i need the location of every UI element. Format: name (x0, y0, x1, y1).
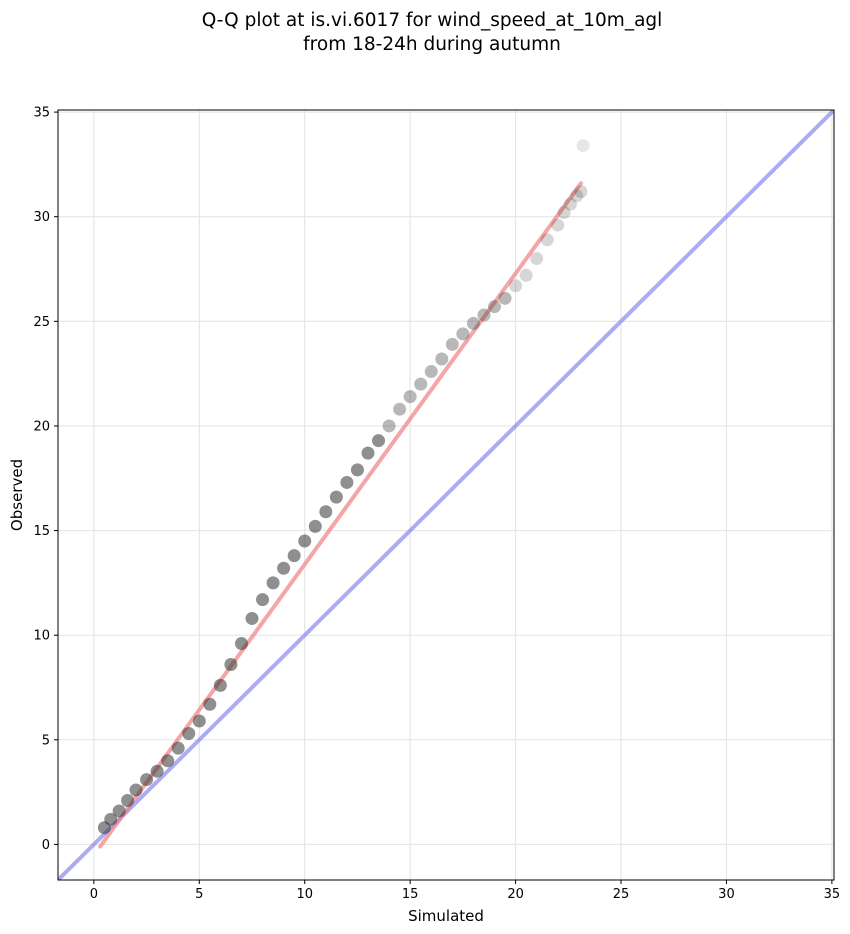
data-point (519, 268, 533, 282)
fit-line-group (98, 181, 583, 849)
data-point (340, 475, 354, 489)
data-point (308, 519, 322, 533)
data-point (557, 206, 571, 220)
data-point (361, 446, 375, 460)
data-point (570, 189, 584, 203)
data-point (104, 812, 118, 826)
x-tick-label-7: 35 (824, 887, 841, 902)
data-point (140, 773, 154, 787)
data-point (245, 611, 259, 625)
y-axis-label: Observed (8, 459, 26, 531)
y-tick-label-1: 5 (42, 733, 50, 748)
chart-title-line2: from 18-24h during autumn (303, 34, 561, 55)
data-point (488, 300, 501, 314)
x-tick-label-5: 25 (613, 887, 630, 902)
x-tick-label-4: 20 (507, 887, 524, 902)
data-point (414, 377, 428, 391)
x-axis-label: Simulated (408, 907, 484, 925)
data-point (203, 697, 217, 711)
data-point (424, 365, 438, 379)
data-point (224, 657, 238, 671)
y-tick-label-6: 30 (33, 210, 50, 225)
y-tick-label-4: 20 (33, 419, 50, 434)
data-point (435, 352, 449, 366)
data-point (350, 463, 364, 477)
data-point (171, 741, 185, 755)
x-ticks: 0 5 10 15 20 25 30 35 (90, 880, 840, 902)
data-point (563, 197, 577, 211)
data-point (112, 804, 126, 818)
data-point (150, 764, 164, 778)
data-point (393, 402, 407, 416)
data-point (287, 549, 301, 563)
fit-line (98, 181, 583, 849)
data-point (277, 561, 291, 575)
y-ticks: 0 5 10 15 20 25 30 35 (33, 106, 58, 853)
x-tick-label-2: 10 (296, 887, 313, 902)
data-point (121, 793, 135, 807)
x-tick-label-0: 0 (90, 887, 98, 902)
data-point (161, 754, 175, 768)
data-point (445, 337, 459, 351)
data-point (466, 316, 480, 330)
identity-line (58, 110, 834, 880)
y-tick-label-3: 15 (33, 524, 50, 539)
data-point (540, 233, 554, 247)
data-point (509, 279, 523, 293)
x-tick-label-1: 5 (195, 887, 203, 902)
data-point (266, 576, 280, 590)
identity-line-group (58, 110, 834, 880)
data-point (129, 783, 143, 797)
data-point (182, 727, 196, 741)
points-group (97, 139, 590, 835)
x-tick-label-3: 15 (402, 887, 419, 902)
y-tick-label-7: 35 (33, 106, 50, 121)
data-point (213, 678, 227, 692)
grid (58, 110, 834, 880)
x-tick-label-6: 30 (718, 887, 735, 902)
data-point (319, 505, 333, 519)
data-point (382, 419, 396, 433)
data-point (298, 534, 312, 548)
y-tick-label-0: 0 (42, 838, 50, 853)
data-point (551, 218, 565, 232)
data-point (574, 185, 588, 199)
data-point (234, 637, 248, 651)
plot-frame (57, 109, 835, 881)
data-point (456, 327, 470, 341)
data-point (329, 490, 343, 504)
data-point (372, 434, 386, 448)
data-point (498, 291, 512, 305)
y-tick-label-5: 25 (33, 315, 50, 330)
data-point (256, 593, 270, 607)
y-tick-label-2: 10 (33, 629, 50, 644)
data-point (192, 714, 206, 728)
chart-title-line1: Q-Q plot at is.vi.6017 for wind_speed_at… (202, 10, 663, 31)
data-point (477, 308, 491, 322)
data-point (576, 139, 590, 153)
data-point (403, 390, 417, 404)
data-point (530, 252, 544, 266)
